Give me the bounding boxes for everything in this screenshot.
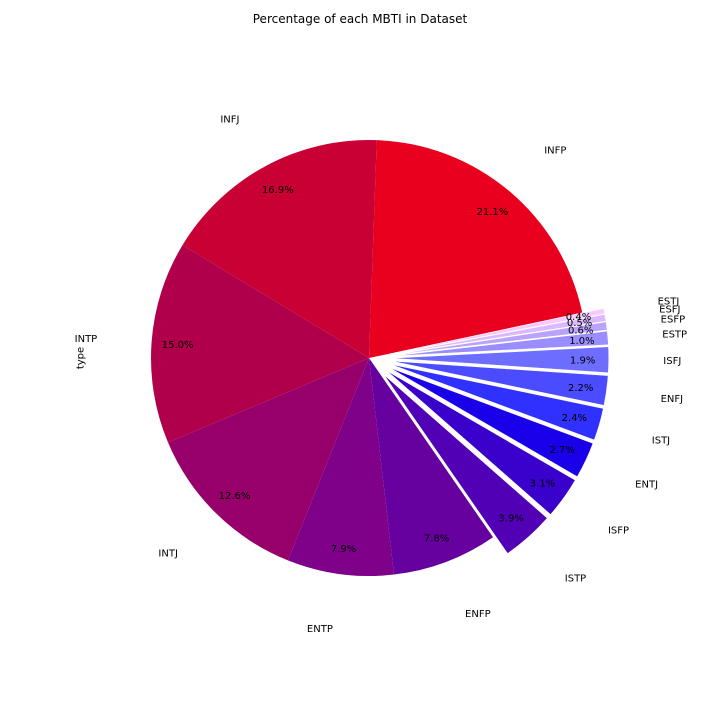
name-label-esfp: ESFP: [661, 315, 685, 326]
pct-label-entj: 2.7%: [550, 445, 575, 456]
pct-label-istp: 3.9%: [498, 514, 523, 525]
pie-labels: 21.1% INFP 16.9% INFJ 15.0% INTP 12.6% INTJ 7.9%…: [75, 114, 687, 635]
slice-entp: [287, 358, 395, 576]
name-label-esfj: ESFJ: [659, 305, 680, 316]
chart-title: Percentage of each MBTI in Dataset: [252, 12, 468, 26]
slice-infj: [182, 140, 377, 358]
pct-label-entp: 7.9%: [331, 544, 356, 555]
slice-enfp: [369, 358, 494, 575]
name-label-estj: ESTJ: [658, 296, 680, 307]
pie-slices: [151, 140, 610, 576]
slice-enfj: [390, 360, 609, 406]
name-label-entj: ENTJ: [635, 480, 658, 491]
name-label-infj: INFJ: [220, 114, 239, 125]
pct-label-istj: 2.4%: [562, 413, 587, 424]
name-label-istj: ISTJ: [652, 436, 670, 447]
pct-label-enfj: 2.2%: [568, 383, 593, 394]
slice-istp: [383, 374, 548, 554]
pct-label-isfj: 1.9%: [570, 356, 595, 367]
name-label-isfp: ISFP: [608, 526, 629, 537]
slice-intp: [151, 245, 369, 443]
pct-label-infj: 16.9%: [262, 185, 294, 196]
pct-label-intp: 15.0%: [162, 340, 194, 351]
slice-estp: [390, 330, 609, 357]
pct-label-estp: 1.0%: [569, 336, 594, 347]
slice-isfp: [386, 370, 576, 515]
name-label-enfj: ENFJ: [661, 394, 684, 405]
pct-label-esfp: 0.6%: [568, 325, 593, 336]
pct-label-estj: 0.4%: [566, 312, 591, 323]
name-label-entp: ENTP: [307, 624, 333, 635]
name-label-isfj: ISFJ: [663, 356, 681, 367]
name-label-infp: INFP: [544, 145, 566, 156]
slice-intj: [168, 358, 369, 561]
pct-label-isfp: 3.1%: [530, 479, 555, 490]
slice-istj: [389, 363, 604, 441]
pct-label-enfp: 7.8%: [424, 534, 449, 545]
pct-label-esfj: 0.5%: [567, 318, 592, 329]
slice-infp: [369, 140, 583, 358]
name-label-istp: ISTP: [565, 574, 586, 585]
slice-esfj: [390, 314, 607, 355]
name-label-estp: ESTP: [662, 329, 687, 340]
slice-estj: [390, 308, 606, 355]
name-label-intp: INTP: [75, 334, 98, 345]
name-label-intj: INTJ: [158, 548, 178, 559]
slice-esfp: [390, 321, 608, 356]
slice-isfj: [390, 346, 610, 374]
pct-label-intj: 12.6%: [219, 491, 251, 502]
slice-entj: [388, 367, 594, 478]
pct-label-infp: 21.1%: [476, 207, 508, 218]
name-label-enfp: ENFP: [465, 609, 491, 620]
